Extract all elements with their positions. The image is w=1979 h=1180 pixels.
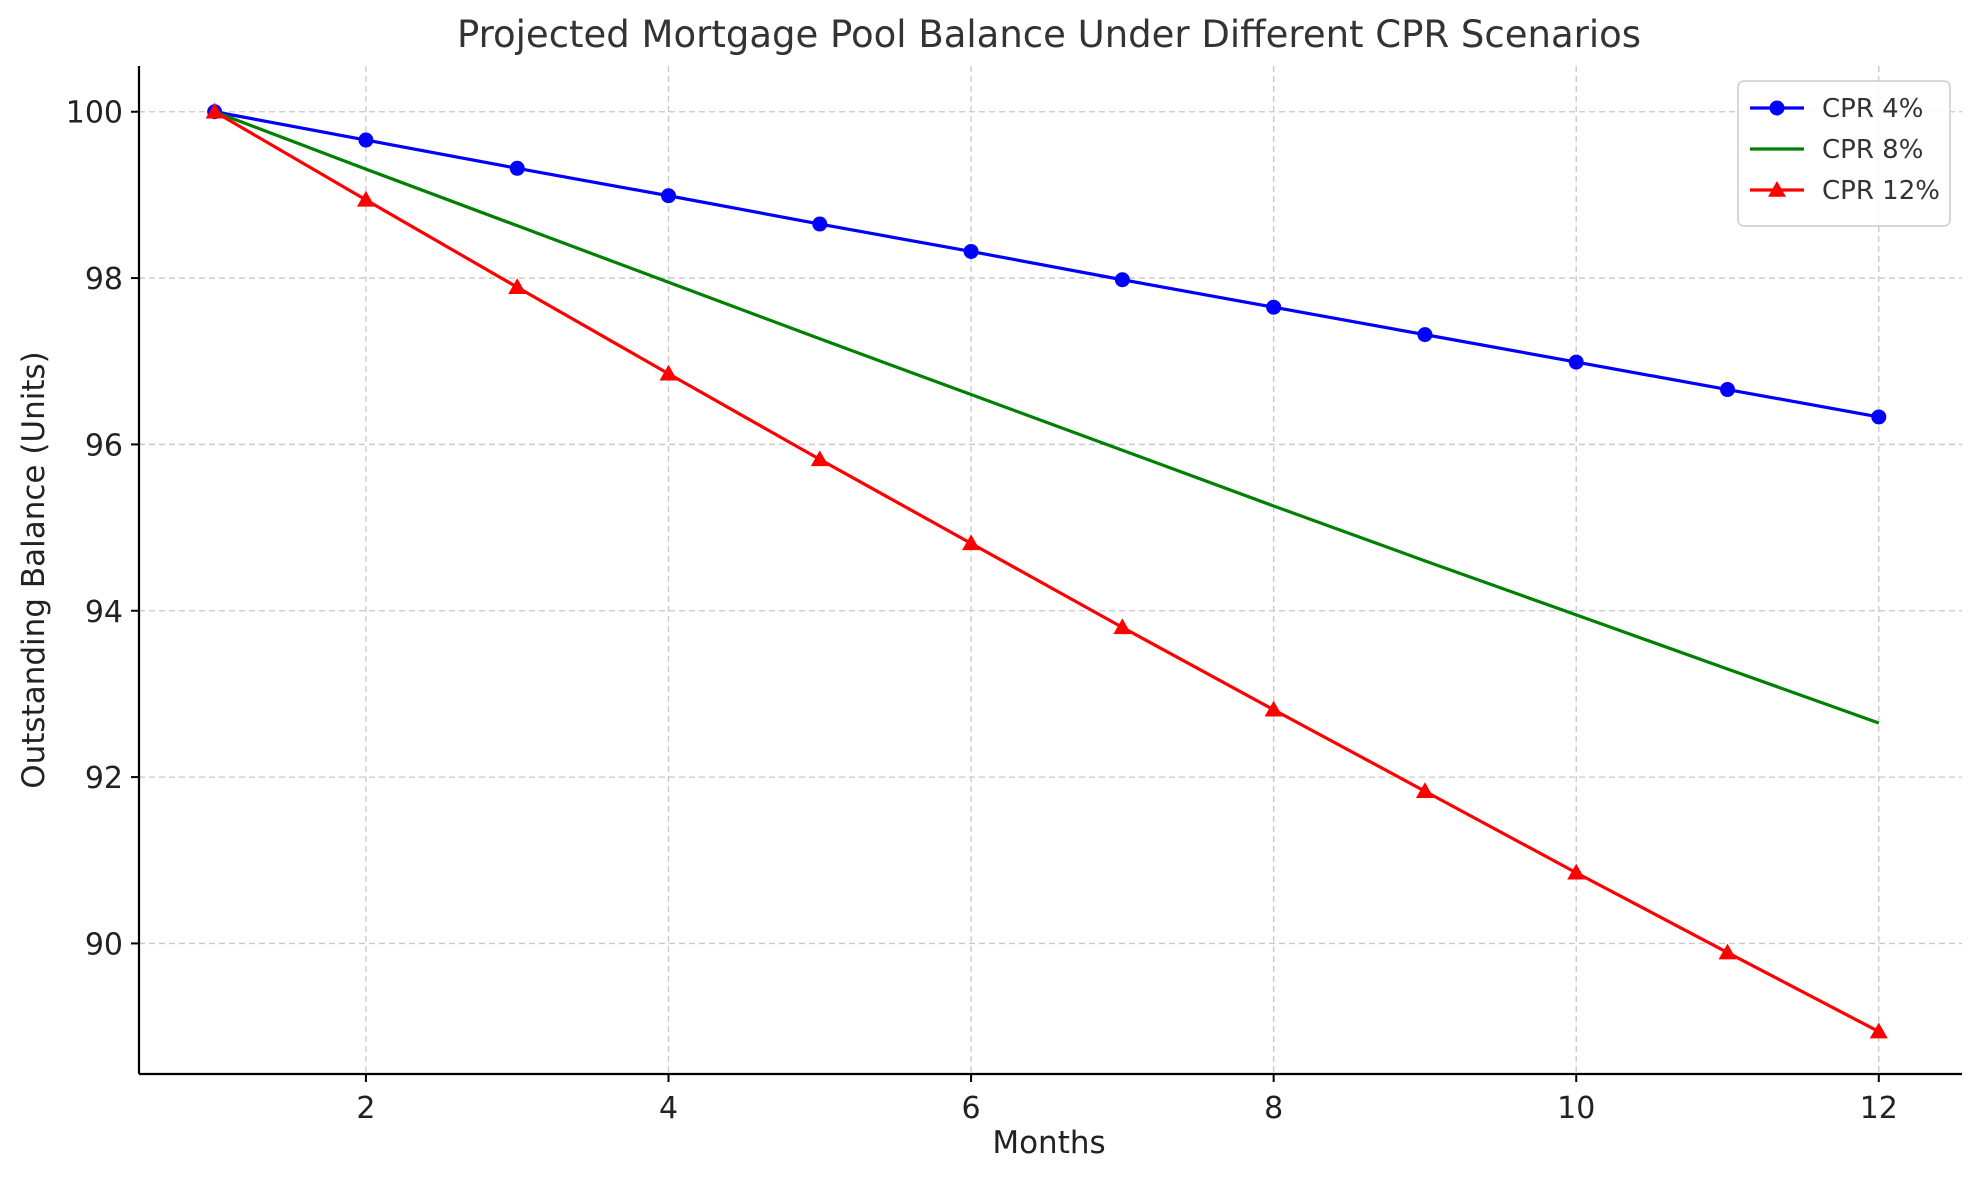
legend: CPR 4% CPR 8% CPR 12% <box>1737 80 1951 227</box>
data-point-cpr-12 <box>1113 618 1132 635</box>
data-point-cpr-12 <box>356 190 375 207</box>
series-cpr-4 <box>207 104 1887 425</box>
legend-label-cpr-8: CPR 8% <box>1822 135 1923 165</box>
y-tick-label: 96 <box>85 428 123 463</box>
data-point-cpr-4 <box>358 132 374 148</box>
legend-item-cpr-12: CPR 12% <box>1750 176 1940 206</box>
x-axis-label: Months <box>992 1125 1105 1161</box>
series-line-cpr-8 <box>214 110 1880 725</box>
x-tick-label: 8 <box>1264 1091 1283 1126</box>
legend-marker-cpr-12 <box>1768 181 1786 197</box>
plot-series <box>205 102 1888 1039</box>
series-line-cpr-12 <box>213 110 1880 1034</box>
y-tick-label: 90 <box>85 927 123 962</box>
series-cpr-12 <box>205 102 1888 1039</box>
data-point-cpr-12 <box>1869 1022 1888 1039</box>
data-point-cpr-4 <box>661 188 677 204</box>
data-point-cpr-4 <box>509 160 525 176</box>
data-point-cpr-4 <box>1568 354 1584 370</box>
data-point-cpr-12 <box>1567 863 1586 880</box>
y-axis-label: Outstanding Balance (Units) <box>16 351 52 789</box>
legend-marker-cpr-4 <box>1769 100 1785 116</box>
data-point-cpr-4 <box>1871 409 1887 425</box>
x-tick-label: 12 <box>1860 1091 1898 1126</box>
data-point-cpr-4 <box>1720 382 1736 398</box>
y-tick-label: 92 <box>85 761 123 796</box>
data-point-cpr-4 <box>812 216 828 232</box>
data-point-cpr-4 <box>963 243 979 259</box>
y-tick-label: 98 <box>85 262 123 297</box>
x-tick-label: 2 <box>356 1091 375 1126</box>
data-point-cpr-12 <box>659 364 678 381</box>
chart-title: Projected Mortgage Pool Balance Under Di… <box>457 13 1641 56</box>
legend-label-cpr-12: CPR 12% <box>1822 176 1940 206</box>
data-point-cpr-12 <box>810 450 829 467</box>
y-tick-label: 94 <box>85 595 123 630</box>
data-point-cpr-12 <box>205 102 224 119</box>
x-tick-label: 6 <box>962 1091 981 1126</box>
data-point-cpr-12 <box>1264 700 1283 717</box>
data-point-cpr-12 <box>1718 943 1737 960</box>
series-line-cpr-4 <box>214 110 1880 419</box>
y-tick-label: 100 <box>66 96 123 131</box>
x-tick-label: 4 <box>659 1091 678 1126</box>
legend-item-cpr-8: CPR 8% <box>1750 135 1923 165</box>
data-point-cpr-4 <box>1266 299 1282 315</box>
x-tick-label: 10 <box>1557 1091 1595 1126</box>
legend-label-cpr-4: CPR 4% <box>1822 94 1923 124</box>
data-point-cpr-12 <box>508 278 527 294</box>
data-point-cpr-12 <box>1415 782 1434 798</box>
grid <box>139 66 1962 1074</box>
data-point-cpr-12 <box>962 534 981 551</box>
ticks: 2 4 6 8 10 12 90 92 94 96 98 100 <box>66 96 1898 1126</box>
legend-item-cpr-4: CPR 4% <box>1750 94 1923 124</box>
axes <box>137 66 1962 1076</box>
data-point-cpr-4 <box>1114 272 1130 288</box>
series-cpr-8 <box>214 110 1880 725</box>
data-point-cpr-4 <box>1417 327 1433 343</box>
